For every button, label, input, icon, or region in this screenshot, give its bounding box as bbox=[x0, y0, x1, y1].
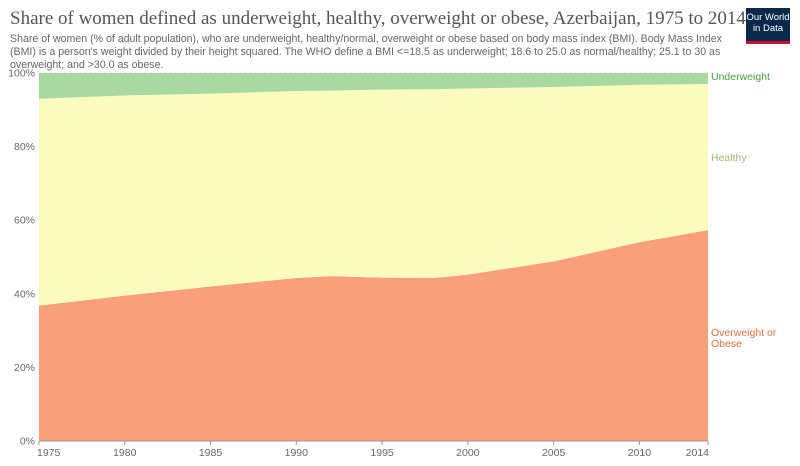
owid-logo[interactable]: Our World in Data bbox=[746, 8, 790, 44]
underweight-area[interactable] bbox=[39, 73, 708, 99]
x-tick-label: 2005 bbox=[542, 447, 566, 459]
underweight-label: Underweight bbox=[711, 71, 770, 83]
y-tick-label: 60% bbox=[14, 215, 35, 227]
x-tick-label: 2014 bbox=[686, 447, 710, 459]
logo-line-2: in Data bbox=[752, 22, 784, 34]
x-tick-label: 1980 bbox=[113, 447, 137, 459]
area-series bbox=[39, 73, 708, 441]
y-tick-label: 40% bbox=[14, 288, 35, 300]
y-tick-label: 100% bbox=[8, 68, 35, 80]
x-tick-label: 1995 bbox=[370, 447, 394, 459]
x-axis-ticks: 1975 1980 1985 1990 1995 2000 2005 2010 2014 bbox=[37, 440, 710, 459]
x-tick-label: 2000 bbox=[456, 447, 480, 459]
healthy-label: Healthy bbox=[711, 152, 747, 164]
y-axis-ticks: 0% 20% 40% 60% 80% 100% bbox=[8, 68, 35, 448]
logo-line-1: Our World bbox=[746, 12, 790, 23]
healthy-area[interactable] bbox=[39, 84, 708, 306]
x-tick-label: 1985 bbox=[199, 447, 223, 459]
x-tick-label: 1990 bbox=[285, 447, 309, 459]
y-tick-label: 20% bbox=[14, 362, 35, 374]
chart-title: Share of women defined as underweight, h… bbox=[10, 8, 746, 29]
chart-subtitle: Share of women (% of adult population), … bbox=[10, 33, 722, 71]
y-tick-label: 80% bbox=[14, 141, 35, 153]
y-tick-label: 0% bbox=[20, 436, 35, 448]
overweight-label-line-1: Overweight or bbox=[711, 327, 777, 339]
x-tick-label: 1975 bbox=[37, 447, 61, 459]
x-tick-label: 2010 bbox=[628, 447, 652, 459]
overweight-area[interactable] bbox=[39, 230, 708, 441]
overweight-label-line-2: Obese bbox=[711, 338, 742, 350]
